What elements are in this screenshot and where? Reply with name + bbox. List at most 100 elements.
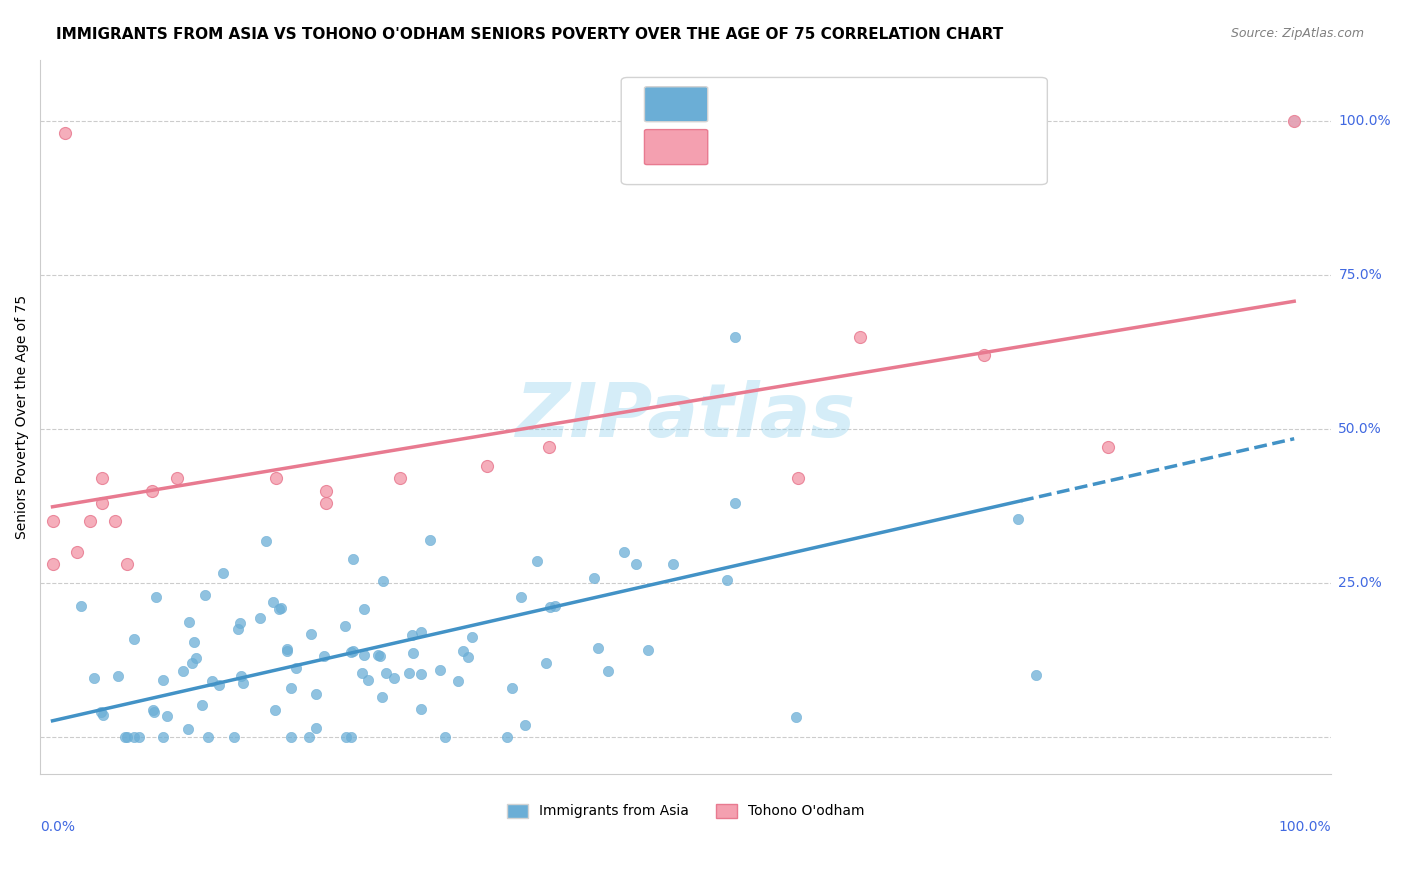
- Point: [270, 601, 292, 615]
- Point: [510, 591, 533, 605]
- Legend: Immigrants from Asia, Tohono O'odham: Immigrants from Asia, Tohono O'odham: [501, 798, 870, 824]
- Point: [66, 545, 89, 559]
- Point: [184, 651, 207, 665]
- Text: 75.0%: 75.0%: [1339, 268, 1382, 282]
- Point: [335, 730, 357, 744]
- FancyBboxPatch shape: [644, 129, 707, 165]
- Point: [350, 666, 373, 681]
- Point: [254, 533, 277, 548]
- Point: [276, 644, 298, 658]
- Point: [613, 545, 636, 559]
- Point: [353, 602, 375, 616]
- Point: [538, 600, 561, 615]
- Point: [194, 588, 217, 602]
- Point: [197, 730, 219, 744]
- FancyBboxPatch shape: [621, 78, 1047, 185]
- Point: [41, 558, 63, 572]
- Point: [124, 632, 146, 646]
- Point: [305, 721, 328, 735]
- Point: [375, 666, 398, 681]
- Point: [201, 674, 224, 689]
- Point: [232, 676, 254, 690]
- Point: [91, 471, 114, 485]
- Point: [263, 703, 285, 717]
- Point: [104, 514, 127, 528]
- Point: [280, 730, 302, 744]
- Point: [122, 730, 145, 744]
- Point: [596, 665, 619, 679]
- Point: [229, 615, 252, 630]
- Point: [156, 709, 179, 723]
- Text: R = 0.343   N = 100: R = 0.343 N = 100: [724, 96, 879, 112]
- Point: [208, 678, 231, 692]
- Point: [276, 641, 298, 656]
- Point: [297, 730, 319, 744]
- Point: [434, 730, 457, 744]
- Point: [1282, 114, 1305, 128]
- Point: [166, 471, 188, 485]
- Point: [368, 648, 391, 663]
- Text: 0.0%: 0.0%: [41, 820, 75, 834]
- Point: [41, 514, 63, 528]
- Point: [315, 496, 337, 510]
- Point: [586, 640, 609, 655]
- Point: [637, 642, 659, 657]
- Point: [152, 730, 174, 744]
- Text: IMMIGRANTS FROM ASIA VS TOHONO O'ODHAM SENIORS POVERTY OVER THE AGE OF 75 CORREL: IMMIGRANTS FROM ASIA VS TOHONO O'ODHAM S…: [56, 27, 1004, 42]
- Point: [475, 458, 498, 473]
- Point: [501, 681, 523, 696]
- Point: [1025, 668, 1047, 682]
- Point: [342, 551, 364, 566]
- FancyBboxPatch shape: [644, 87, 707, 121]
- Point: [624, 557, 647, 571]
- Point: [115, 558, 138, 572]
- Point: [340, 730, 363, 744]
- Point: [107, 669, 129, 683]
- Point: [128, 730, 150, 744]
- Point: [495, 730, 517, 744]
- Point: [222, 730, 245, 744]
- Point: [141, 483, 163, 498]
- Point: [340, 645, 363, 659]
- Point: [191, 698, 214, 713]
- Point: [342, 644, 364, 658]
- Point: [724, 329, 747, 343]
- Text: Source: ZipAtlas.com: Source: ZipAtlas.com: [1230, 27, 1364, 40]
- Point: [305, 687, 328, 701]
- Point: [1097, 441, 1119, 455]
- Point: [409, 702, 432, 716]
- Point: [409, 624, 432, 639]
- Point: [211, 566, 233, 580]
- Point: [183, 634, 205, 648]
- Text: 100.0%: 100.0%: [1339, 114, 1391, 128]
- Text: 25.0%: 25.0%: [1339, 576, 1382, 590]
- Point: [180, 656, 202, 670]
- Point: [371, 690, 394, 705]
- Point: [786, 471, 808, 485]
- Point: [172, 665, 194, 679]
- Point: [142, 703, 165, 717]
- Text: R = 0.588   N =  18: R = 0.588 N = 18: [724, 140, 873, 155]
- Point: [53, 127, 76, 141]
- Point: [262, 595, 284, 609]
- Point: [1007, 512, 1029, 526]
- Text: 100.0%: 100.0%: [1279, 820, 1331, 834]
- Point: [70, 599, 93, 613]
- Point: [91, 496, 114, 510]
- Y-axis label: Seniors Poverty Over the Age of 75: Seniors Poverty Over the Age of 75: [15, 294, 30, 539]
- Point: [114, 730, 136, 744]
- Point: [333, 619, 356, 633]
- Point: [429, 663, 451, 677]
- Point: [662, 558, 685, 572]
- Point: [401, 628, 423, 642]
- Point: [389, 471, 412, 485]
- Point: [249, 611, 271, 625]
- Point: [299, 626, 322, 640]
- Point: [177, 722, 200, 736]
- Point: [785, 710, 807, 724]
- Point: [409, 666, 432, 681]
- Point: [226, 622, 249, 636]
- Point: [177, 615, 200, 630]
- Point: [142, 705, 165, 719]
- Point: [312, 649, 335, 664]
